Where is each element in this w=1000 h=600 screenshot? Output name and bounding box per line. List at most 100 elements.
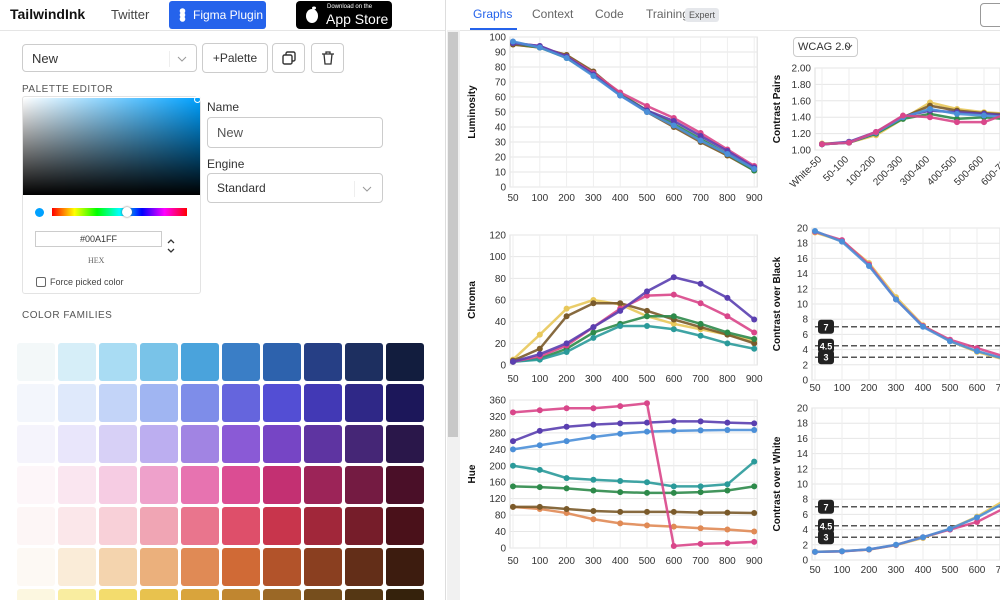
y-tick-label: 16 bbox=[797, 434, 809, 445]
swatch[interactable] bbox=[263, 548, 301, 586]
swatch[interactable] bbox=[99, 507, 137, 545]
swatch[interactable] bbox=[386, 425, 424, 463]
swatch[interactable] bbox=[181, 507, 219, 545]
swatch[interactable] bbox=[58, 343, 96, 381]
point bbox=[670, 320, 677, 327]
swatch[interactable] bbox=[181, 548, 219, 586]
swatch[interactable] bbox=[222, 343, 260, 381]
swatch[interactable] bbox=[99, 384, 137, 422]
swatch[interactable] bbox=[181, 384, 219, 422]
twitter-link[interactable]: Twitter bbox=[111, 7, 150, 22]
swatch[interactable] bbox=[304, 548, 342, 586]
toolbar-button[interactable] bbox=[980, 3, 1000, 27]
swatch[interactable] bbox=[140, 343, 178, 381]
tab[interactable]: Code bbox=[595, 7, 624, 21]
swatch[interactable] bbox=[263, 589, 301, 600]
swatch[interactable] bbox=[17, 507, 55, 545]
swatch[interactable] bbox=[140, 589, 178, 600]
swatch[interactable] bbox=[58, 507, 96, 545]
contrast-select[interactable]: WCAG 2.0 bbox=[793, 37, 858, 57]
swatch[interactable] bbox=[386, 384, 424, 422]
hue-slider[interactable] bbox=[52, 207, 187, 217]
swatch[interactable] bbox=[58, 589, 96, 600]
swatch[interactable] bbox=[17, 589, 55, 600]
swatch[interactable] bbox=[263, 343, 301, 381]
swatch[interactable] bbox=[345, 343, 383, 381]
swatch[interactable] bbox=[304, 425, 342, 463]
swatch[interactable] bbox=[345, 466, 383, 504]
swatch[interactable] bbox=[386, 466, 424, 504]
swatch[interactable] bbox=[181, 343, 219, 381]
swatch[interactable] bbox=[58, 425, 96, 463]
swatch[interactable] bbox=[99, 343, 137, 381]
swatch[interactable] bbox=[345, 589, 383, 600]
swatch[interactable] bbox=[58, 548, 96, 586]
appstore-button[interactable]: Download on the App Store bbox=[296, 1, 392, 29]
name-input[interactable]: New bbox=[207, 117, 383, 148]
scroll-thumb[interactable] bbox=[448, 32, 458, 437]
swatch[interactable] bbox=[181, 425, 219, 463]
swatch[interactable] bbox=[17, 343, 55, 381]
swatch[interactable] bbox=[17, 548, 55, 586]
swatch[interactable] bbox=[99, 548, 137, 586]
swatch[interactable] bbox=[304, 466, 342, 504]
swatch[interactable] bbox=[345, 548, 383, 586]
swatch[interactable] bbox=[345, 425, 383, 463]
swatch[interactable] bbox=[386, 589, 424, 600]
hex-value: #00A1FF bbox=[79, 234, 118, 244]
copy-button[interactable] bbox=[272, 43, 305, 73]
swatch[interactable] bbox=[181, 466, 219, 504]
force-checkbox[interactable] bbox=[36, 277, 46, 287]
swatch[interactable] bbox=[304, 589, 342, 600]
swatch[interactable] bbox=[17, 384, 55, 422]
swatch[interactable] bbox=[140, 466, 178, 504]
scrollbar[interactable] bbox=[447, 30, 460, 600]
hue-knob[interactable] bbox=[122, 207, 132, 217]
add-palette-button[interactable]: +Palette bbox=[202, 43, 268, 73]
swatch[interactable] bbox=[222, 507, 260, 545]
swatch[interactable] bbox=[222, 589, 260, 600]
swatch[interactable] bbox=[99, 466, 137, 504]
swatch[interactable] bbox=[140, 548, 178, 586]
swatch[interactable] bbox=[140, 425, 178, 463]
brand[interactable]: TailwindInk bbox=[10, 6, 86, 22]
swatch[interactable] bbox=[345, 507, 383, 545]
swatch[interactable] bbox=[99, 589, 137, 600]
swatch[interactable] bbox=[386, 507, 424, 545]
swatch[interactable] bbox=[140, 507, 178, 545]
swatch[interactable] bbox=[222, 384, 260, 422]
swatch[interactable] bbox=[58, 466, 96, 504]
swatch[interactable] bbox=[304, 507, 342, 545]
saturation-box[interactable] bbox=[23, 96, 201, 195]
swatch[interactable] bbox=[263, 507, 301, 545]
engine-select[interactable]: Standard bbox=[207, 173, 383, 203]
swatch[interactable] bbox=[263, 384, 301, 422]
swatch[interactable] bbox=[263, 425, 301, 463]
tab[interactable]: Context bbox=[532, 7, 574, 21]
palette-select[interactable]: New bbox=[22, 44, 197, 72]
swatch[interactable] bbox=[17, 425, 55, 463]
swatch[interactable] bbox=[99, 425, 137, 463]
swatch[interactable] bbox=[263, 466, 301, 504]
hex-toggle[interactable] bbox=[166, 238, 176, 254]
point bbox=[724, 427, 731, 434]
swatch[interactable] bbox=[222, 466, 260, 504]
swatch[interactable] bbox=[304, 343, 342, 381]
picker-handle[interactable] bbox=[194, 96, 201, 103]
swatch[interactable] bbox=[386, 343, 424, 381]
swatch[interactable] bbox=[222, 548, 260, 586]
swatch[interactable] bbox=[222, 425, 260, 463]
delete-button[interactable] bbox=[311, 43, 344, 73]
swatch[interactable] bbox=[181, 589, 219, 600]
tab[interactable]: Graphs bbox=[473, 7, 513, 21]
swatch[interactable] bbox=[304, 384, 342, 422]
swatch[interactable] bbox=[140, 384, 178, 422]
tab[interactable]: Training bbox=[646, 7, 689, 21]
swatch[interactable] bbox=[345, 384, 383, 422]
point bbox=[751, 340, 758, 347]
swatch[interactable] bbox=[386, 548, 424, 586]
swatch[interactable] bbox=[58, 384, 96, 422]
hex-input[interactable]: #00A1FF bbox=[35, 231, 162, 247]
swatch[interactable] bbox=[17, 466, 55, 504]
x-tick-label: 50 bbox=[507, 193, 519, 204]
